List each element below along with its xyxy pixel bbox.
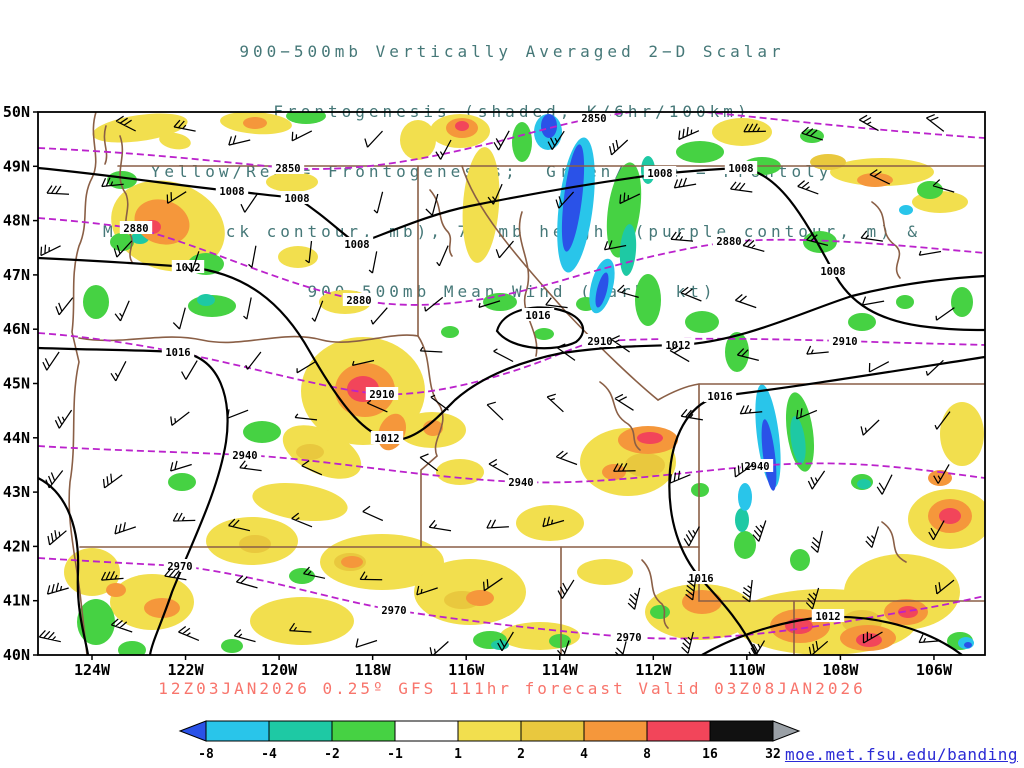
colorbar-tick: 16 [702, 747, 718, 762]
lat-label: 42N [3, 537, 30, 555]
map-layers: 2850 2850 2880 2880 2880 2910 2910 2910 2940 2940… [38, 112, 985, 655]
colorbar-segment [394, 720, 459, 742]
contour-label: 1008 [728, 163, 753, 175]
colorbar-segment [709, 720, 774, 742]
colorbar-tick: 32 [765, 747, 781, 762]
forecast-info: 12Z03JAN2026 0.25º GFS 111hr forecast Va… [158, 679, 866, 698]
colorbar-segment [331, 720, 396, 742]
colorbar-tick: 4 [580, 747, 588, 762]
contour-label: 2850 [581, 113, 606, 125]
contour-label: 1008 [647, 168, 672, 180]
colorbar-tick: 1 [454, 747, 462, 762]
lat-label: 40N [3, 646, 30, 664]
lon-label: 114W [542, 661, 579, 679]
contour-label: 1008 [219, 186, 244, 198]
colorbar-tick: -4 [261, 747, 277, 762]
lat-label: 46N [3, 320, 30, 338]
site-link[interactable]: moe.met.fsu.edu/banding [784, 745, 1018, 764]
colorbar-tick: -1 [387, 747, 403, 762]
contour-label: 1008 [284, 193, 309, 205]
colorbar-segment [583, 720, 648, 742]
colorbar-segment [457, 720, 522, 742]
frontogenesis-shading [64, 112, 985, 655]
contour-label: 2910 [587, 336, 612, 348]
contour-label: 1012 [374, 433, 399, 445]
contour-label: 2880 [346, 295, 371, 307]
contour-label: 2970 [167, 561, 192, 573]
colorbar-segment [646, 720, 711, 742]
title-line-1: 900−500mb Vertically Averaged 2−D Scalar [239, 42, 785, 61]
lon-label: 116W [448, 661, 485, 679]
lat-label: 43N [3, 483, 30, 501]
contour-label: 1016 [688, 573, 713, 585]
lat-label: 47N [3, 266, 30, 284]
contour-label: 2940 [232, 450, 257, 462]
contour-label: 1008 [820, 266, 845, 278]
lon-label: 122W [167, 661, 204, 679]
axis-labels: 50N 49N 48N 47N 46N 45N 44N 43N 42N 41N 40N 124W 122… [3, 103, 953, 679]
wind-barbs [38, 114, 955, 655]
contour-label: 2880 [716, 236, 741, 248]
contour-label: 1016 [525, 310, 550, 322]
colorbar-tick: 2 [517, 747, 525, 762]
colorbar: -8 -4 -2 -1 1 2 4 8 16 32 [178, 720, 801, 762]
lat-label: 50N [3, 103, 30, 121]
contour-label: 2940 [508, 477, 533, 489]
colorbar-tick: -8 [198, 747, 214, 762]
lat-label: 48N [3, 212, 30, 230]
lon-label: 108W [822, 661, 859, 679]
colorbar-right-arrow [772, 720, 801, 742]
lon-label: 124W [74, 661, 111, 679]
colorbar-segment [268, 720, 333, 742]
lon-label: 112W [635, 661, 672, 679]
contour-label: 2970 [616, 632, 641, 644]
contour-label: 2910 [832, 336, 857, 348]
lon-label: 120W [261, 661, 298, 679]
contour-label: 2910 [369, 389, 394, 401]
lat-label: 44N [3, 429, 30, 447]
contour-label: 2970 [381, 605, 406, 617]
contour-label: 2850 [275, 163, 300, 175]
lon-label: 118W [355, 661, 392, 679]
contour-label: 1016 [707, 391, 732, 403]
colorbar-segment [520, 720, 585, 742]
contour-label: 2940 [744, 461, 769, 473]
lon-label: 110W [729, 661, 766, 679]
contour-label: 1016 [165, 347, 190, 359]
colorbar-segment [205, 720, 270, 742]
lon-label: 106W [916, 661, 953, 679]
lat-label: 49N [3, 157, 30, 175]
colorbar-tick: 8 [643, 747, 651, 762]
colorbar-left-arrow [178, 720, 207, 742]
state-borders [68, 112, 985, 655]
contour-label: 1012 [815, 611, 840, 623]
contour-label: 1008 [344, 239, 369, 251]
lat-label: 45N [3, 375, 30, 393]
colorbar-tick: -2 [324, 747, 340, 762]
lat-label: 41N [3, 592, 30, 610]
contour-label: 2880 [123, 223, 148, 235]
